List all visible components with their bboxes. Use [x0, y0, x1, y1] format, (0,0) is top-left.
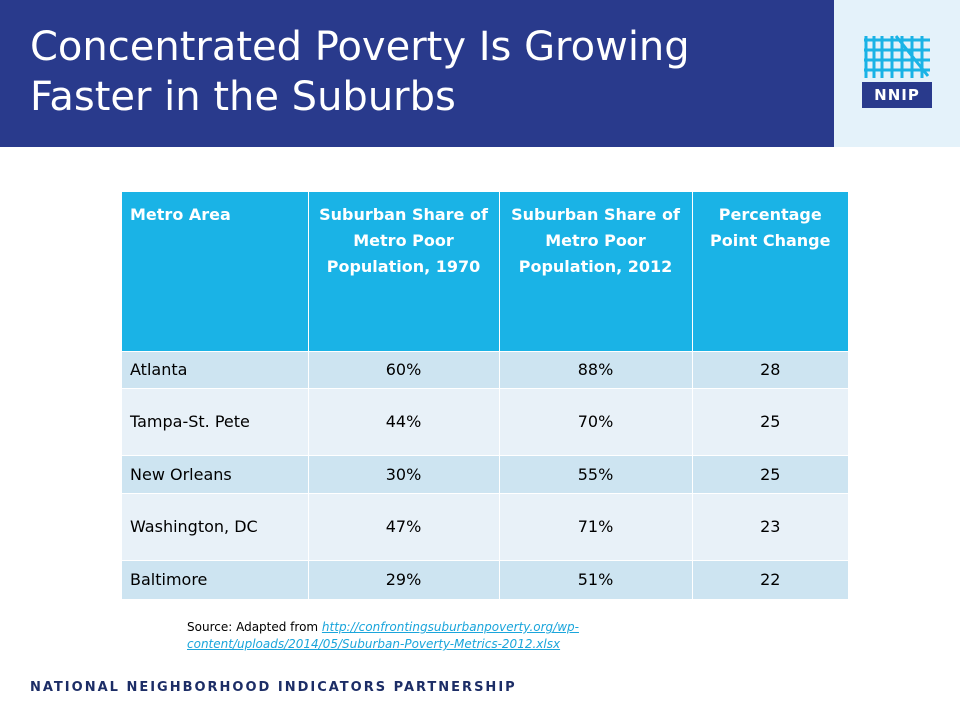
header-share-2012: Suburban Share of Metro Poor Population,…	[499, 192, 693, 351]
share-2012-cell: 70%	[499, 387, 693, 455]
header-point-change: Percentage Point Change	[692, 192, 848, 351]
share-2012-cell: 55%	[499, 454, 693, 493]
header-share-1970: Suburban Share of Metro Poor Population,…	[308, 192, 500, 351]
table-header-row: Metro Area Suburban Share of Metro Poor …	[122, 192, 848, 351]
metro-name-cell: Tampa-St. Pete	[122, 387, 309, 455]
metro-name-cell: Atlanta	[122, 350, 309, 388]
share-1970-cell: 60%	[308, 350, 500, 388]
metro-name-cell: Baltimore	[122, 559, 309, 599]
point-change-cell: 25	[692, 387, 848, 455]
poverty-table: Metro Area Suburban Share of Metro Poor …	[122, 192, 848, 599]
nnip-logo: NNIP	[862, 82, 932, 108]
slide-title: Concentrated Poverty Is Growing Faster i…	[30, 24, 690, 120]
table-row: New Orleans 30% 55% 25	[122, 454, 848, 493]
metro-name-cell: New Orleans	[122, 454, 309, 493]
share-1970-cell: 44%	[308, 387, 500, 455]
point-change-cell: 25	[692, 454, 848, 493]
nnip-grid-logo-icon	[864, 35, 930, 78]
share-2012-cell: 88%	[499, 350, 693, 388]
source-note: Source: Adapted from http://confrontings…	[187, 619, 747, 653]
share-1970-cell: 47%	[308, 492, 500, 560]
logo-panel	[834, 0, 960, 147]
point-change-cell: 23	[692, 492, 848, 560]
point-change-cell: 28	[692, 350, 848, 388]
source-prefix: Source: Adapted from	[187, 620, 322, 634]
table-row: Baltimore 29% 51% 22	[122, 559, 848, 599]
share-2012-cell: 51%	[499, 559, 693, 599]
table-row: Washington, DC 47% 71% 23	[122, 492, 848, 560]
share-1970-cell: 29%	[308, 559, 500, 599]
source-link[interactable]: http://confrontingsuburbanpoverty.org/wp…	[187, 620, 579, 651]
footer-org-name: NATIONAL NEIGHBORHOOD INDICATORS PARTNER…	[30, 680, 517, 695]
metro-name-cell: Washington, DC	[122, 492, 309, 560]
share-2012-cell: 71%	[499, 492, 693, 560]
share-1970-cell: 30%	[308, 454, 500, 493]
table-row: Atlanta 60% 88% 28	[122, 350, 848, 388]
header-metro-area: Metro Area	[122, 192, 309, 351]
table-row: Tampa-St. Pete 44% 70% 25	[122, 387, 848, 455]
title-bar: Concentrated Poverty Is Growing Faster i…	[0, 0, 834, 147]
point-change-cell: 22	[692, 559, 848, 599]
